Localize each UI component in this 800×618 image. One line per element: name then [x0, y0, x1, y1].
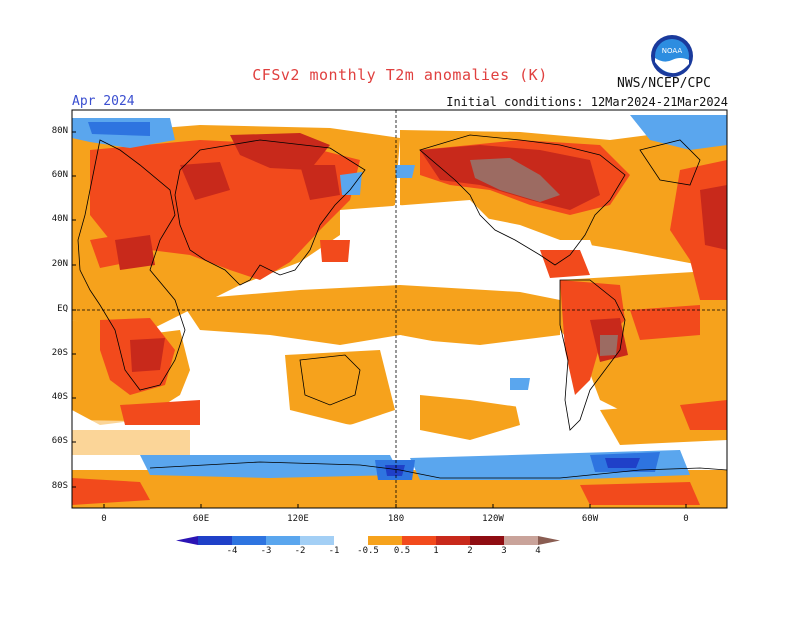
colorbar-bin [402, 536, 436, 545]
colorbar-label: -0.5 [357, 546, 379, 556]
lon-label-120e: 120E [287, 514, 309, 524]
lat-label-40n: 40N [51, 214, 68, 224]
anomaly-region-brown [470, 158, 618, 356]
lat-label-20n: 20N [51, 259, 68, 269]
colorbar-bin [470, 536, 504, 545]
lat-label-40s: 40S [51, 392, 68, 402]
colorbar-label: 4 [535, 546, 541, 556]
lat-label-20s: 20S [51, 348, 68, 358]
colorbar [176, 536, 560, 545]
initial-conditions-label: Initial conditions: 12Mar2024-21Mar2024 [446, 95, 728, 109]
lon-label-0: 0 [101, 514, 107, 524]
lon-label-0: 0 [683, 514, 689, 524]
agency-label: NWS/NCEP/CPC [617, 76, 711, 91]
lat-label-60n: 60N [51, 170, 68, 180]
colorbar-bin [436, 536, 470, 545]
colorbar-label: -4 [226, 546, 238, 556]
colorbar-bin [266, 536, 300, 545]
colorbar-bin [334, 536, 368, 545]
colorbar-bin [198, 536, 232, 545]
map-title: CFSv2 monthly T2m anomalies (K) [252, 66, 548, 84]
lat-label-60s: 60S [51, 436, 68, 446]
colorbar-label: -1 [328, 546, 340, 556]
colorbar-label: -3 [260, 546, 272, 556]
noaa-logo: NOAA [651, 35, 693, 77]
lon-label-120w: 120W [482, 514, 504, 524]
colorbar-bin [300, 536, 334, 545]
colorbar-bin [368, 536, 402, 545]
colorbar-label: -2 [294, 546, 306, 556]
colorbar-bin [232, 536, 266, 545]
lon-label-180: 180 [387, 514, 405, 524]
colorbar-bin [504, 536, 538, 545]
colorbar-min-arrow [176, 536, 198, 545]
lon-label-60w: 60W [581, 514, 599, 524]
forecast-month-label: Apr 2024 [72, 94, 135, 109]
colorbar-label: 3 [501, 546, 507, 556]
noaa-logo-text: NOAA [662, 47, 683, 55]
colorbar-label: 0.5 [393, 546, 411, 556]
axis-ticks [72, 131, 687, 508]
map-frame [71, 109, 728, 509]
anomaly-region-neutral [72, 200, 600, 455]
colorbar-label: 2 [467, 546, 473, 556]
lat-label-80s: 80S [51, 481, 68, 491]
lat-label-eq: EQ [57, 304, 68, 314]
anomaly-region-darkblue [385, 458, 640, 476]
colorbar-label: 1 [433, 546, 439, 556]
lat-label-80n: 80N [51, 126, 68, 136]
colorbar-max-arrow [538, 536, 560, 545]
lon-label-60e: 60E [192, 514, 210, 524]
coastlines [77, 134, 727, 479]
